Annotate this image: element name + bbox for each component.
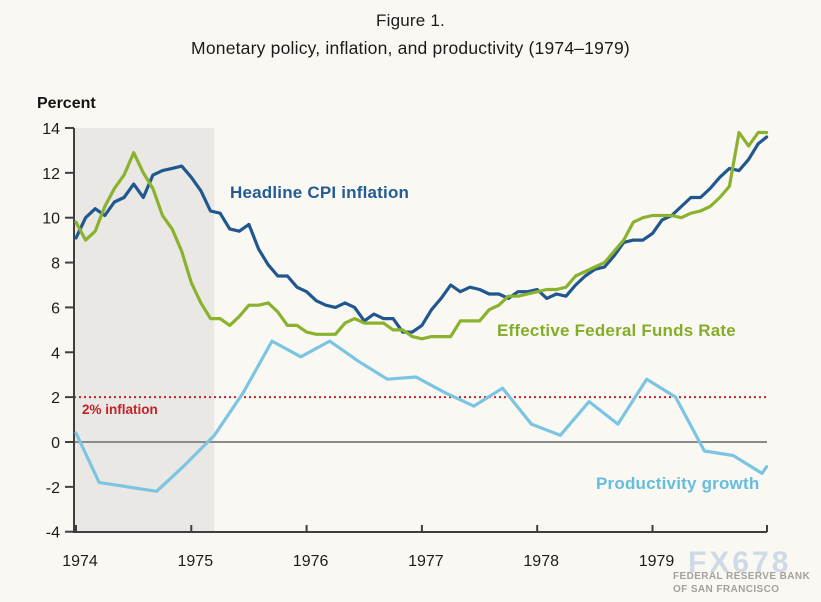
y-tick-label: 10 (42, 211, 60, 228)
y-tick-label: -4 (46, 525, 60, 542)
x-tick-label: 1976 (293, 553, 329, 570)
cpi-series-label: Headline CPI inflation (230, 183, 410, 202)
ffr-series-label: Effective Federal Funds Rate (497, 321, 736, 340)
inflation-target-label: 2% inflation (82, 402, 158, 417)
x-tick-label: 1979 (639, 553, 675, 570)
y-tick-label: 2 (51, 390, 60, 407)
watermark-brand: FX678 (688, 546, 792, 579)
watermark-source-line1: FEDERAL RESERVE BANK (673, 571, 811, 582)
figure-number: Figure 1. (376, 11, 445, 30)
y-tick-label: 14 (42, 121, 60, 138)
x-tick-label: 1978 (523, 553, 559, 570)
series-line-headline-cpi-inflation (74, 135, 769, 334)
x-tick-label: 1977 (408, 553, 444, 570)
series-line-productivity-growth (74, 339, 769, 493)
y-tick-label: 8 (51, 256, 60, 273)
productivity-series-label: Productivity growth (596, 474, 760, 493)
figure-title: Monetary policy, inflation, and producti… (191, 38, 630, 58)
y-axis-unit-label: Percent (37, 95, 96, 112)
x-tick-label: 1975 (178, 553, 214, 570)
watermark-source-line2: OF SAN FRANCISCO (673, 584, 780, 595)
y-tick-label: -2 (46, 480, 60, 497)
y-tick-label: 6 (51, 300, 60, 317)
x-tick-label: 1974 (62, 553, 98, 570)
y-tick-label: 4 (51, 345, 60, 362)
y-tick-label: 0 (51, 435, 60, 452)
y-tick-label: 12 (42, 166, 60, 183)
series-line-effective-federal-funds-rate (74, 130, 769, 341)
